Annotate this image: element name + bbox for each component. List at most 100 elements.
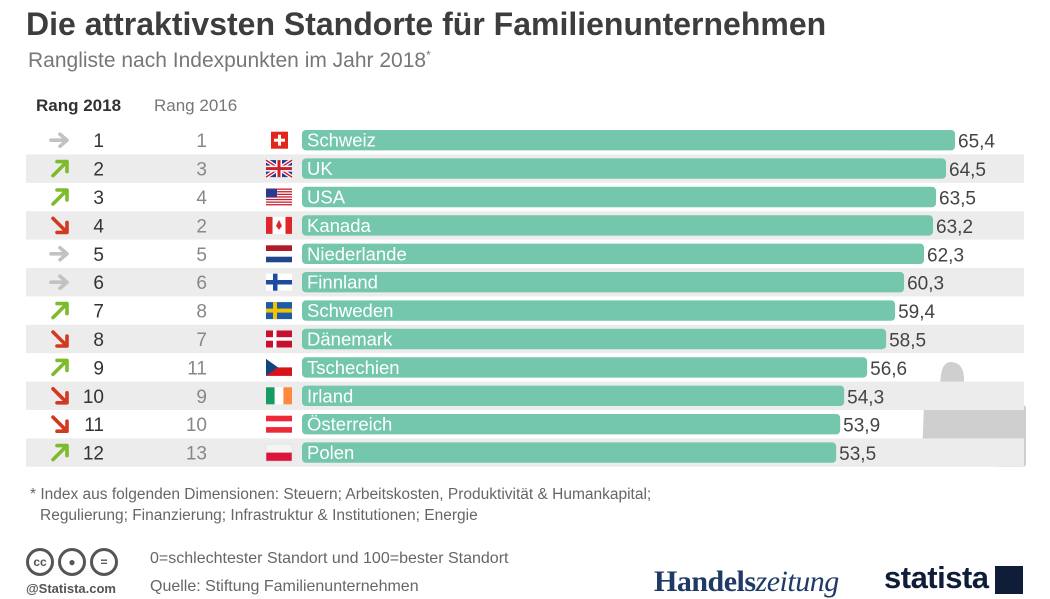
table-row: 7 8 Schweden 59,4 [51, 300, 936, 323]
value-label: 53,5 [839, 444, 876, 465]
rank-2018: 9 [93, 358, 104, 379]
rank-2016: 1 [196, 131, 207, 152]
table-row: 5 5 Niederlande 62,3 [49, 243, 964, 266]
rank-2016: 10 [186, 415, 207, 436]
scale-note: 0=schlechtester Standort und 100=bester … [150, 550, 509, 567]
country-label: Schweiz [307, 130, 376, 151]
value-label: 59,4 [898, 302, 935, 323]
rank-2016: 2 [196, 216, 207, 237]
rank-2016: 4 [196, 188, 207, 209]
arrow-down-right-icon [51, 216, 69, 235]
flag-ch-icon [271, 131, 288, 149]
bar [302, 442, 837, 463]
ranking-chart: 1 1 Schweiz 65,42 3 UK 64,53 4 USA 63,54 2 Kanada 63… [26, 130, 1026, 467]
nd-equals-icon: = [90, 548, 118, 576]
source-note: Quelle: Stiftung Familienunternehmen [150, 578, 419, 595]
statista-logo-icon [995, 566, 1023, 594]
rank-2016: 7 [196, 330, 207, 351]
rank-2018: 12 [83, 444, 104, 465]
bar [302, 385, 845, 406]
value-label: 53,9 [843, 416, 880, 437]
table-row: 8 7 Dänemark 58,5 [26, 324, 1024, 354]
by-person-icon: ● [58, 548, 86, 576]
table-row: 4 2 Kanada 63,2 [26, 211, 1024, 240]
footnote: * Index aus folgenden Dimensionen: Steue… [30, 484, 790, 526]
value-label: 63,2 [936, 217, 973, 238]
flag-fi-icon [266, 273, 292, 291]
arrow-down-right-icon [51, 387, 69, 405]
bar [302, 357, 868, 378]
country-label: Niederlande [307, 243, 407, 264]
footnote-line-2: Regulierung; Finanzierung; Infrastruktur… [40, 507, 478, 524]
country-label: UK [307, 158, 333, 179]
bar [302, 272, 905, 293]
rank-2016: 3 [196, 160, 207, 181]
table-row: 11 10 Österreich 53,9 [51, 414, 880, 437]
value-label: 63,5 [939, 189, 976, 210]
rank-2016: 8 [196, 302, 207, 323]
cc-icon: cc [26, 548, 54, 576]
subtitle-footnote-mark: * [426, 48, 431, 62]
statista-credit: @Statista.com [26, 581, 116, 596]
flag-pl-icon [265, 443, 293, 462]
rank-2016: 9 [196, 387, 207, 408]
country-label: Österreich [307, 414, 392, 435]
statista-logo: statista [884, 560, 989, 595]
flag-ca-icon [266, 216, 292, 234]
chart-title: Die attraktivsten Standorte für Familien… [26, 6, 827, 42]
flag-ie-icon [266, 387, 292, 405]
bar [302, 328, 887, 350]
bar [302, 300, 896, 321]
table-row: 10 9 Irland 54,3 [26, 381, 1024, 410]
value-label: 62,3 [927, 245, 964, 266]
value-label: 56,6 [870, 359, 907, 380]
rank-2016: 13 [186, 444, 207, 465]
value-label: 64,5 [949, 160, 986, 181]
table-row: 1 1 Schweiz 65,4 [49, 130, 995, 153]
hz-tail: zeitung [755, 565, 840, 598]
value-label: 65,4 [958, 132, 995, 153]
bar [302, 243, 925, 264]
arrow-down-right-icon [51, 330, 69, 348]
country-label: Finnland [307, 272, 378, 293]
flag-cz-icon [266, 358, 292, 376]
flag-dk-icon [266, 330, 292, 348]
rank-2016: 5 [196, 245, 207, 266]
arrow-up-right-icon [51, 443, 69, 462]
flag-at-icon [266, 415, 292, 433]
rank-2018: 5 [93, 245, 104, 266]
bar [302, 130, 955, 151]
rank-2018: 7 [93, 302, 104, 323]
table-row: 12 13 Polen 53,5 [26, 438, 1024, 467]
rank-2018: 10 [83, 387, 104, 408]
subtitle-text: Rangliste nach Indexpunkten im Jahr 2018 [28, 49, 427, 72]
arrow-up-right-icon [51, 159, 69, 178]
bar [302, 186, 937, 208]
rank-2018: 2 [93, 160, 104, 181]
flag-us-icon [266, 188, 292, 206]
bar [302, 414, 841, 435]
rank-2018: 6 [93, 273, 104, 294]
arrow-right-icon [49, 132, 69, 148]
arrow-right-icon [49, 274, 69, 290]
arrow-up-right-icon [51, 358, 69, 377]
footnote-line-1: * Index aus folgenden Dimensionen: Steue… [30, 486, 652, 503]
arrow-down-right-icon [51, 415, 69, 433]
table-row: 2 3 UK 64,5 [26, 154, 1024, 183]
handelszeitung-logo: Handelszeitung [654, 565, 839, 599]
arrow-right-icon [49, 246, 69, 262]
rank-2018: 4 [93, 216, 104, 237]
country-label: Polen [307, 442, 354, 463]
rank-2018: 8 [93, 330, 104, 351]
header-rank-2018: Rang 2018 [36, 96, 122, 115]
country-label: Tschechien [307, 357, 400, 378]
country-label: Dänemark [307, 329, 393, 350]
table-row: 9 11 Tschechien 56,6 [51, 357, 907, 380]
header-rank-2016: Rang 2016 [154, 96, 238, 115]
rank-2016: 11 [187, 358, 207, 379]
value-label: 54,3 [847, 387, 884, 408]
country-label: Irland [307, 385, 353, 406]
country-label: Schweden [307, 300, 393, 321]
rank-2018: 11 [84, 415, 104, 436]
rank-2018: 3 [93, 188, 104, 209]
